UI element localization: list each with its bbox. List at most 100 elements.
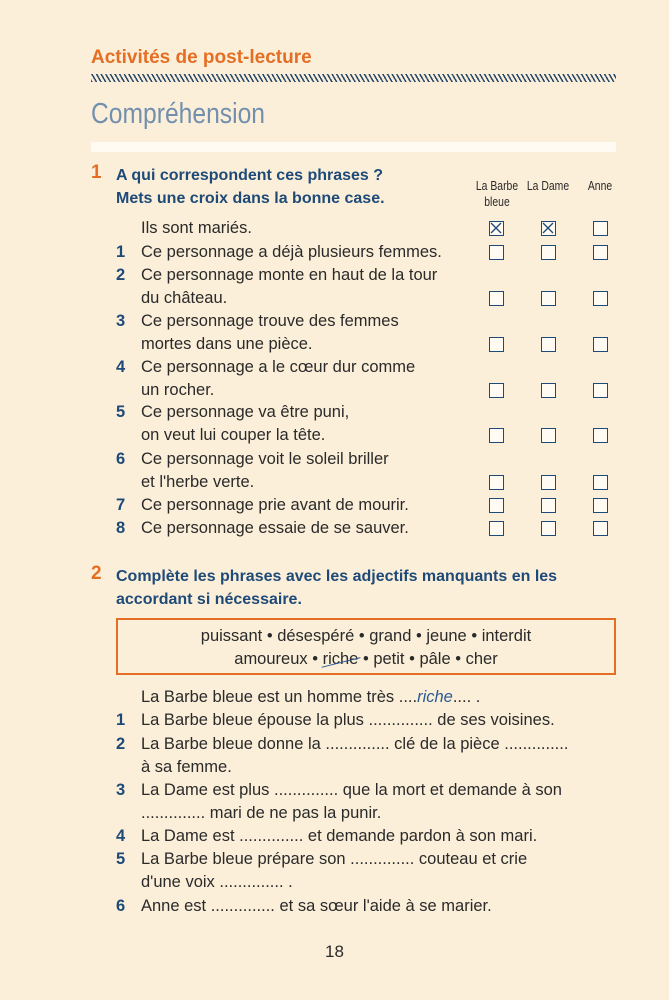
checkbox-la-dame[interactable] — [541, 383, 556, 398]
sentence-text: d'une voix .............. . — [141, 873, 293, 891]
sentence-text: .............. mari de ne pas la punir. — [141, 804, 382, 822]
section-title: Activités de post-lecture — [91, 47, 312, 68]
word-bank-line: amoureux • riche • petit • pâle • cher — [234, 650, 498, 668]
question-1-instruction: A qui correspondent ces phrases ? Mets u… — [116, 164, 385, 210]
item-number: 1 — [116, 711, 126, 729]
sentence-text: La Barbe bleue prépare son .............… — [141, 850, 528, 868]
checkbox-la-dame[interactable] — [541, 498, 556, 513]
word-bank-word: cher — [465, 650, 498, 668]
item-number: 6 — [116, 450, 126, 468]
sentence-text: La Barbe bleue épouse la plus ..........… — [141, 711, 555, 729]
instruction-line: A qui correspondent ces phrases ? — [116, 167, 384, 184]
item-number: 4 — [116, 358, 126, 376]
word-bank-word: jeune — [426, 627, 467, 645]
checkbox-la-barbe-bleue[interactable] — [489, 337, 504, 352]
instruction-line: Mets une croix dans la bonne case. — [116, 190, 385, 207]
cross-mark-icon — [542, 222, 554, 234]
word-bank-word: pâle — [419, 650, 451, 668]
statement-text: Ce personnage prie avant de mourir. — [141, 496, 409, 514]
word-bank-word: amoureux — [234, 650, 308, 668]
checkbox-la-barbe-bleue[interactable] — [489, 498, 504, 513]
word-bank-word: riche — [322, 650, 359, 668]
checkbox-anne[interactable] — [593, 521, 608, 536]
statement-text: Ce personnage voit le soleil briller — [141, 450, 389, 468]
sentence-text: La Barbe bleue donne la .............. c… — [141, 735, 569, 753]
checkbox-la-dame[interactable] — [541, 245, 556, 260]
statement-text: Ce personnage a le cœur dur comme — [141, 358, 416, 376]
item-number: 6 — [116, 897, 126, 915]
page-number: 18 — [325, 942, 344, 961]
checkbox-la-barbe-bleue[interactable] — [489, 475, 504, 490]
checkbox-anne[interactable] — [593, 291, 608, 306]
statement-text: Ce personnage monte en haut de la tour — [141, 266, 438, 284]
sentence-text: à sa femme. — [141, 758, 232, 776]
statement-text: du château. — [141, 289, 228, 307]
example-before: La Barbe bleue est un homme très — [141, 688, 399, 706]
checkbox-la-barbe-bleue[interactable] — [489, 383, 504, 398]
checkbox-anne[interactable] — [593, 475, 608, 490]
instruction-line: accordant si nécessaire. — [116, 591, 302, 608]
column-header-anne: Anne — [587, 178, 613, 193]
checkbox-la-dame[interactable] — [541, 221, 556, 236]
column-header-line: La Barbe — [475, 178, 519, 193]
checkbox-anne[interactable] — [593, 428, 608, 443]
statement-text: Ce personnage a déjà plusieurs femmes. — [141, 243, 442, 261]
item-number: 7 — [116, 496, 126, 514]
statement-text: un rocher. — [141, 381, 215, 399]
checkbox-la-dame[interactable] — [541, 428, 556, 443]
checkbox-anne[interactable] — [593, 337, 608, 352]
statement-text: mortes dans une pièce. — [141, 335, 313, 353]
sentence-text: La Dame est plus .............. que la m… — [141, 781, 562, 799]
title-underline-bar — [91, 142, 616, 152]
statement-text: Ce personnage trouve des femmes — [141, 312, 399, 330]
word-bank-line: puissant • désespéré • grand • jeune • i… — [200, 627, 532, 645]
statement-text: Ce personnage va être puni, — [141, 403, 350, 421]
statement-text: on veut lui couper la tête. — [141, 426, 326, 444]
column-header-line: bleue — [484, 194, 510, 209]
example-after: . — [471, 688, 481, 706]
checkbox-la-dame[interactable] — [541, 475, 556, 490]
word-bank-word: interdit — [481, 627, 532, 645]
statement-text: Ils sont mariés. — [141, 219, 252, 237]
example-answer: riche — [417, 688, 453, 706]
sentence-text: Anne est .............. et sa sœur l'aid… — [141, 897, 492, 915]
question-1-number: 1 — [91, 162, 102, 183]
instruction-line: Complète les phrases avec les adjectifs … — [116, 568, 558, 585]
checkbox-la-barbe-bleue[interactable] — [489, 291, 504, 306]
checkbox-la-dame[interactable] — [541, 521, 556, 536]
word-bank-word: petit — [373, 650, 405, 668]
statement-text: Ce personnage essaie de se sauver. — [141, 519, 409, 537]
item-number: 2 — [116, 735, 126, 753]
example-text: La Barbe bleue est un homme très ....ric… — [141, 688, 481, 706]
item-number: 3 — [116, 781, 126, 799]
question-2-number: 2 — [91, 563, 102, 584]
word-bank-word: puissant — [200, 627, 263, 645]
word-bank-box: puissant • désespéré • grand • jeune • i… — [116, 618, 616, 675]
item-number: 3 — [116, 312, 126, 330]
sentence-text: La Dame est .............. et demande pa… — [141, 827, 538, 845]
hatched-divider — [91, 74, 616, 82]
statement-text: et l'herbe verte. — [141, 473, 255, 491]
column-header-la-dame: La Dame — [526, 178, 570, 193]
column-header-la-barbe-bleue: La Barbe bleue — [473, 178, 521, 210]
checkbox-anne[interactable] — [593, 498, 608, 513]
question-2-instruction: Complète les phrases avec les adjectifs … — [116, 565, 557, 611]
word-bank-word: désespéré — [277, 627, 355, 645]
item-number: 8 — [116, 519, 126, 537]
checkbox-la-barbe-bleue[interactable] — [489, 245, 504, 260]
checkbox-anne[interactable] — [593, 221, 608, 236]
checkbox-la-barbe-bleue[interactable] — [489, 428, 504, 443]
checkbox-anne[interactable] — [593, 245, 608, 260]
checkbox-la-dame[interactable] — [541, 337, 556, 352]
item-number: 4 — [116, 827, 126, 845]
item-number: 2 — [116, 266, 126, 284]
checkbox-la-dame[interactable] — [541, 291, 556, 306]
page-title: Compréhension — [91, 98, 266, 130]
item-number: 5 — [116, 403, 126, 421]
item-number: 5 — [116, 850, 126, 868]
checkbox-la-barbe-bleue[interactable] — [489, 221, 504, 236]
cross-mark-icon — [490, 222, 502, 234]
checkbox-la-barbe-bleue[interactable] — [489, 521, 504, 536]
item-number: 1 — [116, 243, 126, 261]
checkbox-anne[interactable] — [593, 383, 608, 398]
